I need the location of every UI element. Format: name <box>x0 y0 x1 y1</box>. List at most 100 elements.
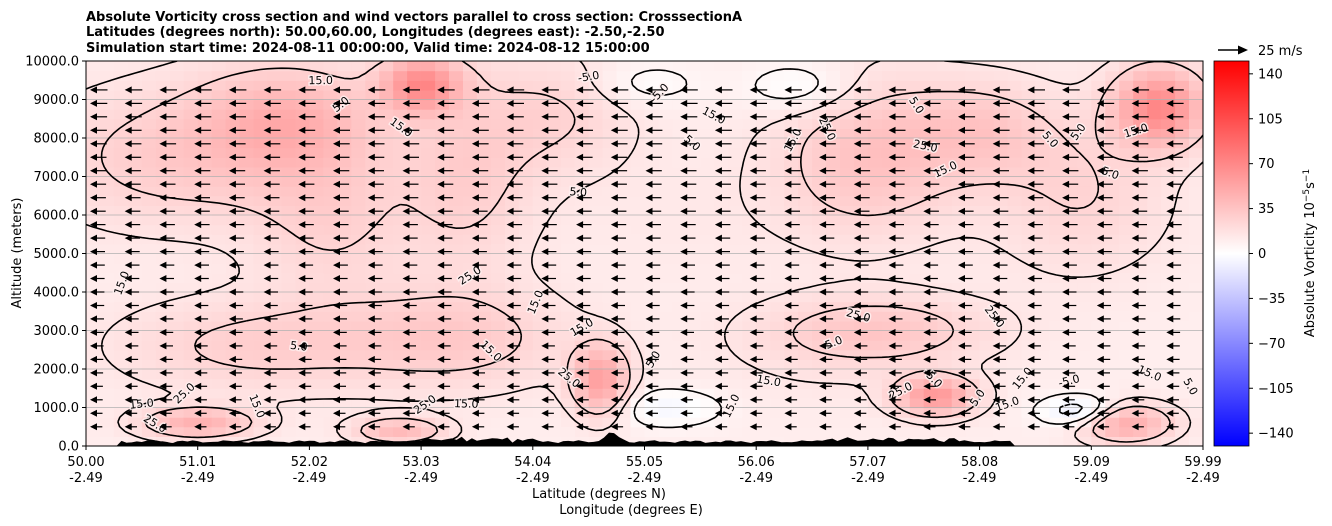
wind-vector <box>90 167 107 175</box>
vorticity-cell <box>1063 253 1078 264</box>
wind-vector <box>194 382 208 390</box>
wind-vector <box>194 288 209 296</box>
wind-vector <box>610 99 629 107</box>
vorticity-cell <box>1035 311 1051 322</box>
wind-vector-head <box>402 396 410 404</box>
vorticity-cell <box>867 426 883 437</box>
vorticity-cell <box>449 147 464 158</box>
vorticity-cell <box>1189 253 1203 264</box>
vorticity-cell <box>881 407 897 418</box>
vorticity-cell <box>518 340 534 351</box>
wind-vector-head <box>228 396 236 404</box>
wind-vector <box>159 248 175 256</box>
vorticity-cell <box>895 407 911 418</box>
vorticity-cell <box>1105 369 1120 380</box>
vorticity-cell <box>812 166 827 178</box>
vorticity-cell <box>490 301 506 312</box>
vorticity-cell <box>1175 138 1190 149</box>
vorticity-cell <box>700 138 715 149</box>
vorticity-cell <box>546 70 562 81</box>
vorticity-cell <box>602 272 618 283</box>
wind-vector <box>714 328 729 336</box>
vorticity-cell <box>1105 195 1120 206</box>
vorticity-cell <box>630 330 646 341</box>
vorticity-cell <box>1077 128 1092 139</box>
vorticity-cell <box>700 157 715 168</box>
vorticity-cell <box>728 224 743 235</box>
vorticity-cell <box>351 215 366 226</box>
vorticity-cell <box>672 128 687 139</box>
wind-vector <box>90 153 107 161</box>
vorticity-cell <box>379 147 394 158</box>
vorticity-cell <box>560 272 576 283</box>
vorticity-cell <box>379 215 394 226</box>
vorticity-cell <box>518 70 534 81</box>
vorticity-cell <box>155 215 171 226</box>
vorticity-cell <box>546 263 562 274</box>
vorticity-cell <box>826 292 841 303</box>
wind-vector <box>714 194 731 202</box>
wind-vector <box>471 315 486 323</box>
vorticity-cell <box>616 426 632 437</box>
vorticity-cell <box>1077 253 1092 264</box>
vorticity-cell <box>881 138 897 149</box>
vorticity-cell <box>658 99 674 110</box>
wind-vector-head <box>784 423 792 431</box>
wind-vector-head <box>228 86 236 94</box>
vorticity-cell <box>812 388 827 399</box>
wind-vector <box>402 396 416 404</box>
vorticity-cell <box>798 378 813 389</box>
wind-vector <box>541 221 557 229</box>
wind-vector-head <box>645 248 653 256</box>
vorticity-cell <box>323 263 338 274</box>
vorticity-cell <box>993 417 1009 428</box>
vorticity-cell <box>979 388 995 399</box>
wind-vector <box>680 355 694 363</box>
vorticity-cell <box>127 70 143 81</box>
wind-vector <box>159 221 175 229</box>
wind-vector <box>159 261 175 269</box>
vorticity-cell <box>169 176 185 187</box>
vorticity-cell <box>267 378 283 389</box>
vorticity-cell <box>476 147 492 158</box>
wind-vector <box>402 409 415 417</box>
wind-vector-head <box>228 207 236 215</box>
vorticity-cell <box>812 99 827 110</box>
vorticity-cell <box>1189 292 1203 303</box>
wind-vector-head <box>90 396 97 404</box>
vorticity-cell <box>1133 378 1148 389</box>
wind-vector <box>576 248 592 256</box>
vorticity-cell <box>281 253 297 264</box>
wind-vector-head <box>506 355 514 363</box>
vorticity-cell <box>253 215 269 226</box>
wind-vector <box>298 180 315 188</box>
vorticity-cell <box>490 138 506 149</box>
wind-vector-head <box>228 248 236 256</box>
vorticity-cell <box>1077 99 1092 110</box>
vorticity-cell <box>616 292 632 303</box>
wind-vector <box>263 248 279 256</box>
wind-vector <box>194 99 212 107</box>
vorticity-cell <box>100 80 115 91</box>
wind-vector <box>749 409 763 417</box>
vorticity-cell <box>658 176 674 187</box>
wind-vector-head <box>610 275 618 282</box>
vorticity-cell <box>504 359 520 370</box>
vorticity-cell <box>1189 378 1203 389</box>
vorticity-cell <box>1049 215 1064 226</box>
vorticity-cell <box>784 359 799 370</box>
vorticity-cell <box>686 388 701 399</box>
vorticity-cell <box>923 263 939 274</box>
vorticity-cell <box>267 224 283 235</box>
vorticity-cell <box>393 407 408 418</box>
wind-vector-head <box>298 194 306 202</box>
vorticity-cell <box>867 378 883 389</box>
vorticity-cell <box>728 253 743 264</box>
wind-vector <box>194 369 208 377</box>
vorticity-cell <box>798 186 813 197</box>
wind-vector-head <box>333 328 340 336</box>
wind-vector <box>333 409 346 417</box>
wind-vector <box>90 315 104 323</box>
wind-vector-head <box>159 302 167 309</box>
wind-vector-head <box>610 409 618 417</box>
